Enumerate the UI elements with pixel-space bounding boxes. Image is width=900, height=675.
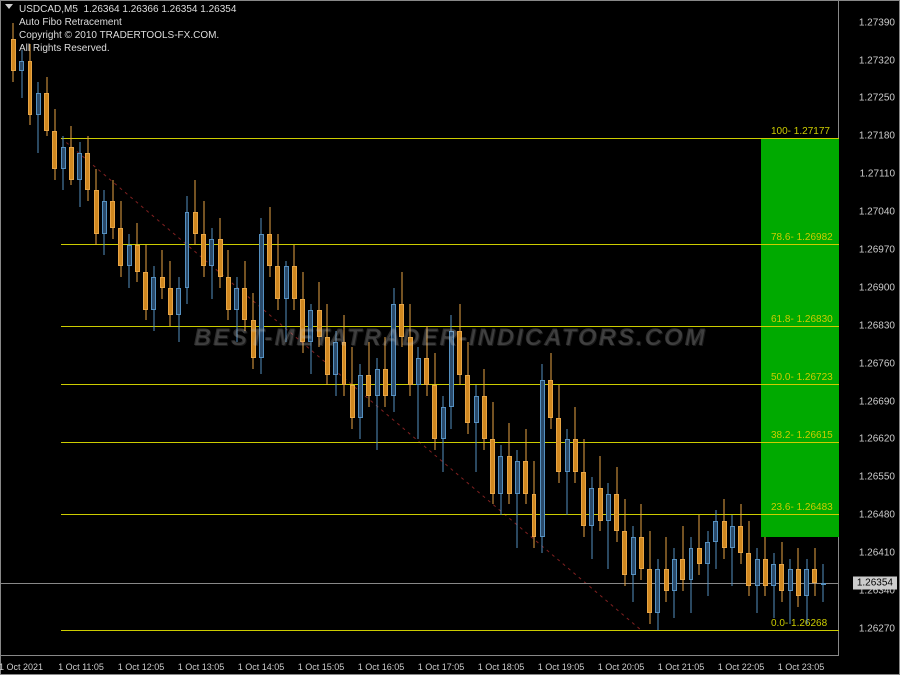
y-axis-tick: 1.27040 bbox=[859, 207, 895, 218]
x-axis-tick: 1 Oct 15:05 bbox=[298, 662, 345, 672]
ohlc-label: 1.26364 1.26366 1.26354 1.26354 bbox=[83, 4, 236, 15]
candlestick bbox=[52, 1, 57, 656]
x-axis-tick: 1 Oct 14:05 bbox=[238, 662, 285, 672]
x-axis-tick: 1 Oct 11:05 bbox=[58, 662, 104, 672]
candlestick bbox=[176, 1, 181, 656]
candlestick bbox=[713, 1, 718, 656]
y-axis-tick: 1.26550 bbox=[859, 472, 895, 483]
y-axis-tick: 1.27320 bbox=[859, 55, 895, 66]
candlestick bbox=[730, 1, 735, 656]
x-axis-tick: 1 Oct 21:05 bbox=[658, 662, 705, 672]
candlestick bbox=[143, 1, 148, 656]
x-axis-tick: 1 Oct 19:05 bbox=[538, 662, 585, 672]
y-axis-tick: 1.26760 bbox=[859, 358, 895, 369]
y-axis-tick: 1.27110 bbox=[860, 169, 895, 180]
candlestick bbox=[185, 1, 190, 656]
candlestick bbox=[135, 1, 140, 656]
symbol-dropdown-icon[interactable] bbox=[5, 4, 13, 9]
x-axis-tick: 1 Oct 20:05 bbox=[598, 662, 645, 672]
candlestick bbox=[102, 1, 107, 656]
candlestick bbox=[11, 1, 16, 656]
y-axis-tick: 1.26970 bbox=[859, 245, 895, 256]
watermark-text: BEST-METATRADER-INDICATORS.COM bbox=[194, 324, 707, 352]
x-axis-tick: 1 Oct 16:05 bbox=[358, 662, 405, 672]
candlestick bbox=[118, 1, 123, 656]
y-axis-tick: 1.26620 bbox=[859, 434, 895, 445]
x-axis-tick: 1 Oct 2021 bbox=[0, 662, 43, 672]
candlestick bbox=[19, 1, 24, 656]
candlestick bbox=[69, 1, 74, 656]
x-axis-tick: 1 Oct 13:05 bbox=[178, 662, 225, 672]
candlestick bbox=[61, 1, 66, 656]
candlestick bbox=[746, 1, 751, 656]
symbol-label: USDCAD,M5 bbox=[19, 4, 78, 15]
x-axis-tick: 1 Oct 23:05 bbox=[778, 662, 825, 672]
candlestick bbox=[110, 1, 115, 656]
candlestick bbox=[77, 1, 82, 656]
candlestick bbox=[160, 1, 165, 656]
current-price-label: 1.26354 bbox=[853, 577, 897, 590]
candlestick bbox=[94, 1, 99, 656]
candlestick bbox=[85, 1, 90, 656]
x-axis-tick: 1 Oct 12:05 bbox=[118, 662, 165, 672]
candlestick bbox=[44, 1, 49, 656]
y-axis: 1.26354 1.27390 1.27320 1.27250 1.27180 1.271… bbox=[839, 1, 899, 656]
candlestick bbox=[28, 1, 33, 656]
candlestick bbox=[788, 1, 793, 656]
copyright-text: Copyright © 2010 TRADERTOOLS-FX.COM. bbox=[19, 30, 219, 41]
x-axis-tick: 1 Oct 22:05 bbox=[718, 662, 765, 672]
candlestick bbox=[127, 1, 132, 656]
y-axis-tick: 1.27250 bbox=[859, 93, 895, 104]
candlestick bbox=[796, 1, 801, 656]
candlestick bbox=[804, 1, 809, 656]
candlestick bbox=[779, 1, 784, 656]
y-axis-tick: 1.26830 bbox=[859, 320, 895, 331]
candlestick bbox=[36, 1, 41, 656]
candlestick bbox=[821, 1, 826, 656]
y-axis-tick: 1.26270 bbox=[859, 623, 895, 634]
indicator-name: Auto Fibo Retracement bbox=[19, 17, 122, 28]
y-axis-tick: 1.26480 bbox=[859, 510, 895, 521]
y-axis-tick: 1.26900 bbox=[859, 282, 895, 293]
x-axis: 1 Oct 2021 1 Oct 11:05 1 Oct 12:05 1 Oct 13… bbox=[1, 656, 839, 674]
y-axis-tick: 1.27180 bbox=[859, 131, 895, 142]
candlestick bbox=[738, 1, 743, 656]
candlestick bbox=[168, 1, 173, 656]
x-axis-tick: 1 Oct 18:05 bbox=[478, 662, 525, 672]
rights-text: All Rights Reserved. bbox=[19, 43, 110, 54]
x-axis-tick: 1 Oct 17:05 bbox=[418, 662, 465, 672]
chart-header: USDCAD,M5 1.26364 1.26366 1.26354 1.2635… bbox=[19, 3, 236, 55]
candlestick bbox=[812, 1, 817, 656]
candlestick bbox=[722, 1, 727, 656]
y-axis-tick: 1.27390 bbox=[859, 17, 895, 28]
candlestick bbox=[763, 1, 768, 656]
y-axis-tick: 1.26690 bbox=[859, 396, 895, 407]
candlestick bbox=[755, 1, 760, 656]
y-axis-tick: 1.26410 bbox=[859, 548, 895, 559]
chart-container: USDCAD,M5 1.26364 1.26366 1.26354 1.2635… bbox=[0, 0, 900, 675]
candlestick bbox=[151, 1, 156, 656]
candlestick bbox=[771, 1, 776, 656]
